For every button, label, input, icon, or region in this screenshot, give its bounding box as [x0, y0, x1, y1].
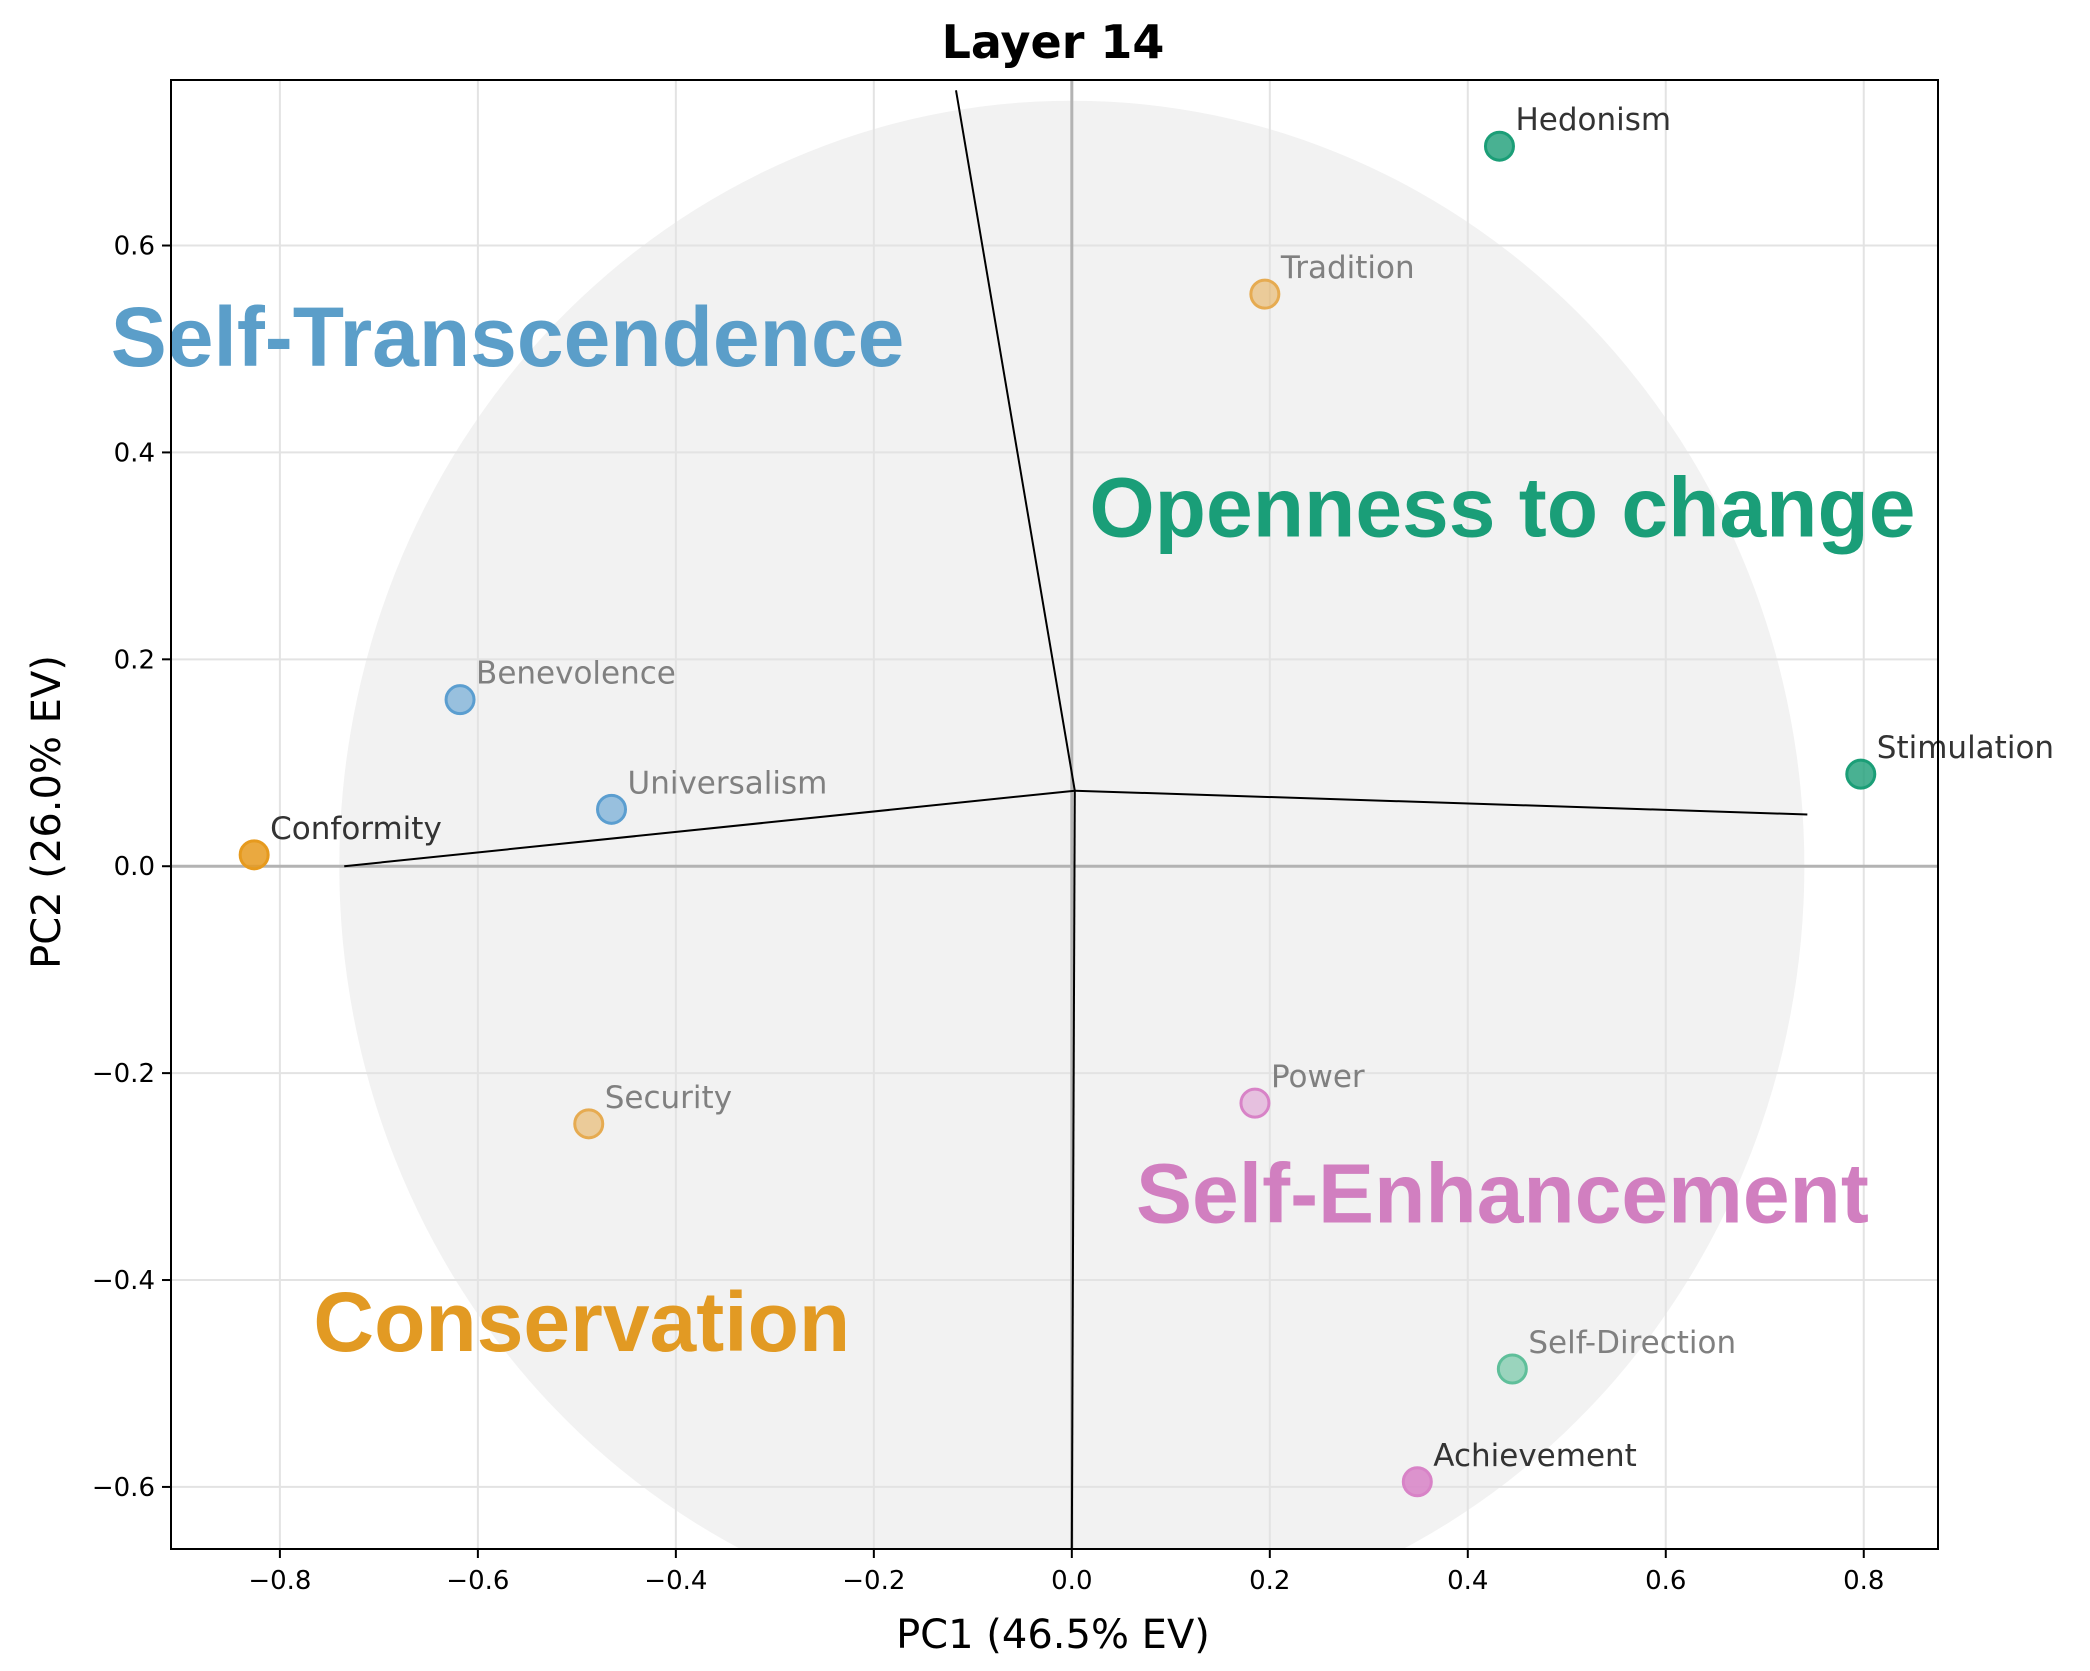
data-point [1483, 130, 1515, 162]
x-tick-label: 0.8 [1843, 1566, 1884, 1596]
y-tick-label: 0.0 [114, 852, 155, 882]
x-tick-label: −0.8 [248, 1566, 311, 1596]
y-axis-label: PC2 (26.0% EV) [24, 655, 70, 969]
y-tick-label: 0.6 [114, 232, 155, 262]
point-label: Achievement [1433, 1438, 1637, 1474]
y-tick-label: −0.4 [92, 1266, 155, 1296]
boundary-line [955, 90, 1076, 791]
point-label: Security [605, 1080, 732, 1116]
y-tick-label: 0.2 [114, 645, 155, 675]
region-label: Self-Transcendence [111, 290, 905, 384]
x-tick-label: −0.6 [446, 1566, 509, 1596]
x-tick-label: 0.0 [1051, 1566, 1092, 1596]
plot-area: Self-Transcendence Openness to change Self… [92, 79, 2054, 1596]
point-label: Conformity [270, 811, 442, 847]
y-tick-label: −0.6 [92, 1473, 155, 1503]
x-tick-label: −0.4 [644, 1566, 707, 1596]
data-point [573, 1108, 605, 1140]
y-tick-label: 0.4 [114, 438, 155, 468]
x-tick-label: −0.2 [842, 1566, 905, 1596]
x-tick-label: 0.2 [1249, 1566, 1290, 1596]
data-point [1496, 1353, 1528, 1385]
data-point [1239, 1087, 1271, 1119]
boundary-line [344, 789, 1075, 868]
data-point [1249, 278, 1281, 310]
data-point [596, 793, 628, 825]
chart-title: Layer 14 [942, 15, 1165, 69]
data-point [444, 684, 476, 716]
point-label: Tradition [1280, 250, 1415, 286]
region-label: Conservation [313, 1275, 850, 1369]
plot-frame [170, 79, 1939, 1550]
boundary-line [1074, 789, 1808, 816]
point-label: Benevolence [476, 656, 676, 692]
point-label: Power [1271, 1059, 1365, 1095]
x-tick-label: 0.6 [1645, 1566, 1686, 1596]
region-label: Self-Enhancement [1136, 1147, 1869, 1241]
point-label: Stimulation [1877, 730, 2054, 766]
point-label: Hedonism [1515, 102, 1671, 138]
point-label: Universalism [628, 765, 828, 801]
region-label: Openness to change [1089, 461, 1915, 555]
x-tick-label: 0.4 [1447, 1566, 1488, 1596]
point-label: Self-Direction [1528, 1325, 1736, 1361]
x-axis-label: PC1 (46.5% EV) [896, 1612, 1210, 1658]
y-tick-label: −0.2 [92, 1059, 155, 1089]
data-point [1401, 1466, 1433, 1498]
data-point [238, 839, 270, 871]
plot-inner [171, 80, 1938, 1549]
boundary-line [1070, 790, 1076, 1549]
data-point [1845, 758, 1877, 790]
